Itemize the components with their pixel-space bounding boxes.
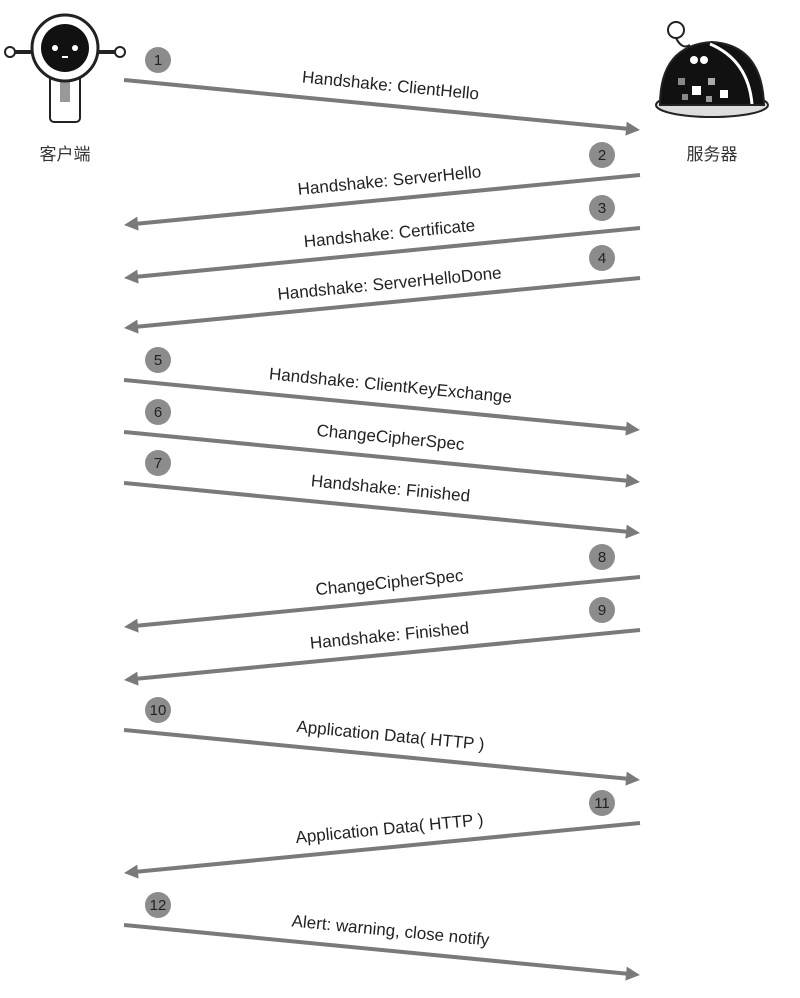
arrow-line	[123, 378, 631, 432]
step-badge	[145, 697, 171, 723]
arrowhead-icon	[124, 319, 139, 334]
step-number: 3	[598, 200, 606, 217]
robot-server-icon	[655, 21, 769, 118]
message-label: ChangeCipherSpec	[315, 566, 465, 599]
message-6: 6 ChangeCipherSpec	[123, 399, 640, 488]
arrow-line	[133, 226, 641, 280]
step-badge	[145, 892, 171, 918]
arrowhead-icon	[625, 771, 640, 786]
arrow-line	[123, 78, 631, 132]
step-number: 7	[154, 455, 162, 472]
robot-client-icon	[4, 13, 126, 123]
arrowhead-icon	[625, 421, 640, 436]
arrowhead-icon	[625, 524, 640, 539]
arrow-line	[133, 821, 641, 875]
arrow-line	[133, 276, 641, 330]
step-badge	[589, 790, 615, 816]
arrowhead-icon	[124, 671, 139, 686]
step-number: 9	[598, 602, 606, 619]
step-number: 8	[598, 549, 606, 566]
arrow-line	[123, 728, 631, 782]
arrowhead-icon	[124, 269, 139, 284]
arrow-line	[133, 173, 641, 227]
step-number: 4	[598, 250, 606, 267]
message-label: Handshake: ClientKeyExchange	[268, 364, 513, 406]
arrow-line	[123, 923, 631, 977]
arrowhead-icon	[124, 216, 139, 231]
arrowhead-icon	[625, 473, 640, 488]
arrow-line	[123, 481, 631, 535]
step-number: 1	[154, 52, 162, 69]
step-number: 12	[150, 897, 167, 914]
step-badge	[589, 544, 615, 570]
step-badge	[589, 245, 615, 271]
step-badge	[145, 450, 171, 476]
arrow-line	[123, 430, 631, 484]
message-5: 5 Handshake: ClientKeyExchange	[123, 347, 640, 436]
message-4: 4 Handshake: ServerHelloDone	[124, 245, 641, 334]
server-label: 服务器	[687, 145, 738, 165]
step-number: 6	[154, 404, 162, 421]
step-number: 10	[150, 702, 167, 719]
arrow-line	[133, 575, 641, 629]
step-number: 11	[594, 795, 610, 812]
arrowhead-icon	[124, 864, 139, 879]
step-number: 5	[154, 352, 162, 369]
step-badge	[589, 597, 615, 623]
message-label: ChangeCipherSpec	[316, 421, 466, 454]
step-number: 2	[598, 147, 606, 164]
step-badge	[145, 347, 171, 373]
arrowhead-icon	[124, 618, 139, 633]
step-badge	[589, 142, 615, 168]
arrowhead-icon	[625, 121, 640, 136]
step-badge	[145, 47, 171, 73]
message-8: 8 ChangeCipherSpec	[124, 544, 641, 633]
message-label: Handshake: Finished	[310, 471, 471, 505]
message-7: 7 Handshake: Finished	[123, 450, 640, 539]
arrowhead-icon	[625, 966, 640, 981]
arrow-line	[133, 628, 641, 682]
step-badge	[589, 195, 615, 221]
client-label: 客户端	[40, 145, 91, 165]
message-label: Handshake: ServerHelloDone	[277, 263, 503, 304]
step-badge	[145, 399, 171, 425]
